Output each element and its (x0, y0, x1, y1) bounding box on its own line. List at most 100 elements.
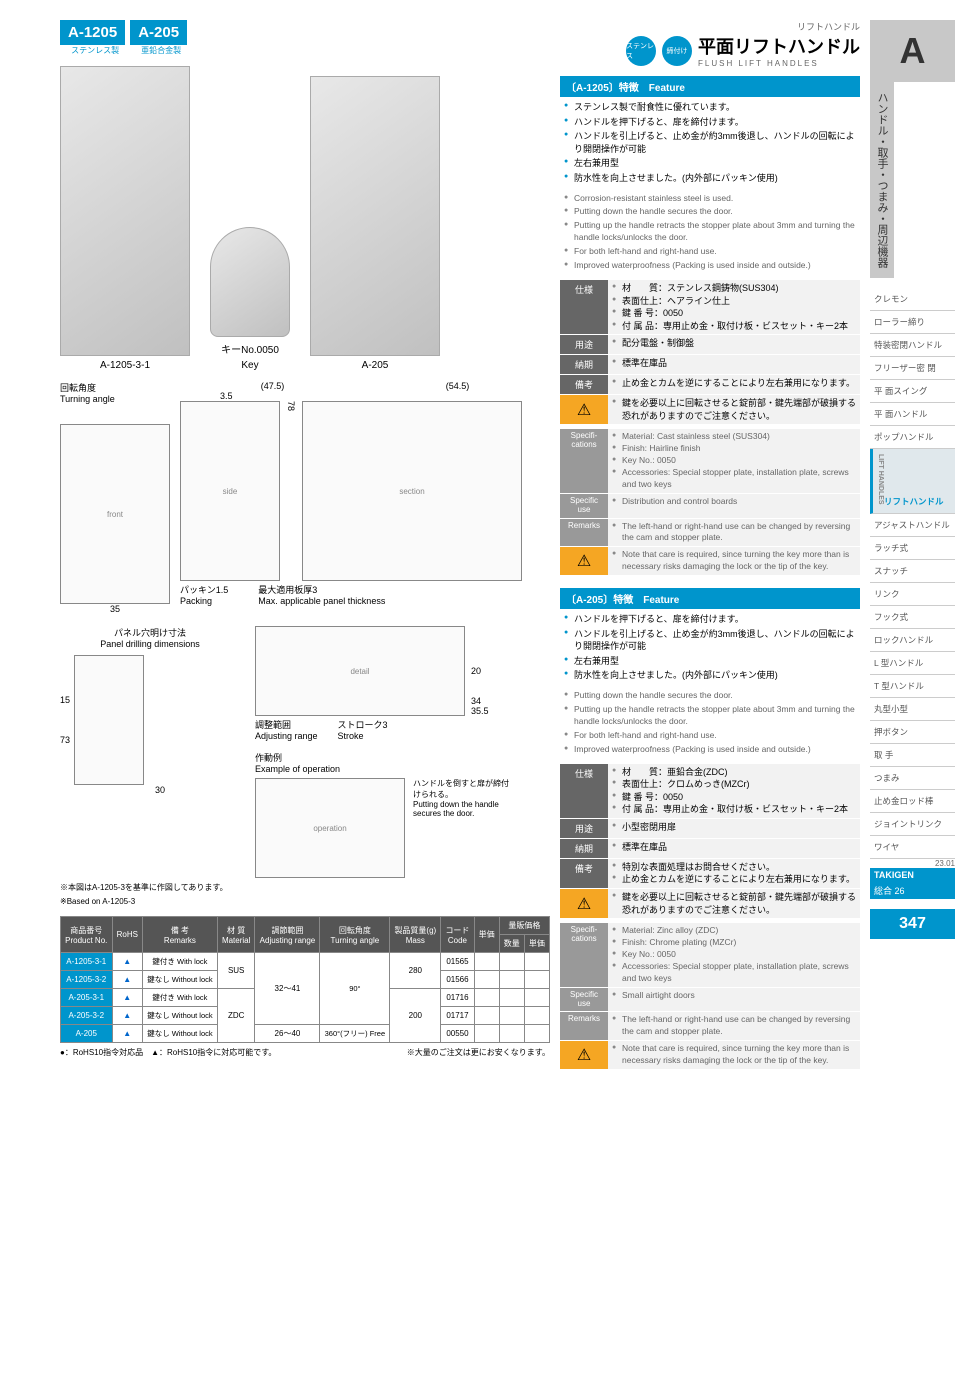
max-en: Max. applicable panel thickness (258, 596, 385, 606)
packing-en: Packing (180, 596, 228, 606)
sidebar-item[interactable]: つまみ (870, 767, 955, 790)
sidebar-item[interactable]: リンク (870, 583, 955, 606)
th-bulk: 量販価格 (499, 917, 549, 935)
a205-warn: 鍵を必要以上に回転させると錠前部・鍵先端部が破損する恐れがありますのでご注意くだ… (612, 891, 856, 916)
img-label-1: A-1205-3-1 (60, 360, 190, 371)
key-img (210, 227, 290, 337)
a1205-deliv-lbl: 納期 (560, 355, 608, 374)
th-matj: 材 質 (227, 926, 245, 935)
stroke-jp: ストローク3 (338, 720, 388, 730)
side-letter: A (870, 20, 955, 82)
op-en: Example of operation (255, 764, 550, 774)
sidebar-item[interactable]: 特装密閉ハンドル (870, 334, 955, 357)
sidebar-item[interactable]: フック式 (870, 606, 955, 629)
dim-35: 35 (60, 604, 170, 614)
a205-use-en: Small airtight doors (612, 990, 856, 1002)
turning-jp: 回転角度 (60, 381, 170, 394)
model-header: A-1205 ステンレス製 A-205 亜鉛合金製 (60, 20, 550, 56)
dim-34: 34 (471, 696, 489, 706)
a205-use: 小型密閉用扉 (612, 821, 856, 834)
th-codej: コード (445, 926, 469, 935)
footer-ver: 23.01 (870, 859, 955, 868)
op-note-en: Putting down the handle secures the door… (413, 800, 513, 818)
a1205-features-jp: ステンレス製で耐食性に優れています。ハンドルを押下げると、扉を締付けます。ハンド… (564, 101, 860, 185)
sidebar-item[interactable]: ラッチ式 (870, 537, 955, 560)
sidebar-item[interactable]: スナッチ (870, 560, 955, 583)
sidebar-item[interactable]: T 型ハンドル (870, 675, 955, 698)
a205-spec: 材 質：亜鉛合金(ZDC)表面仕上：クロムめっき(MZCr)鍵 番 号：0050… (608, 764, 860, 818)
sidebar-item[interactable]: 押ボタン (870, 721, 955, 744)
sidebar-item[interactable]: 平 面スイング (870, 380, 955, 403)
sidebar-item[interactable]: 丸型小型 (870, 698, 955, 721)
sidebar-item[interactable]: ローラー締り (870, 311, 955, 334)
warn-icon-4: ⚠ (560, 1041, 608, 1069)
footer-brand: TAKIGEN (870, 868, 955, 882)
th-price: 単価 (474, 917, 499, 953)
a1205-spec-lbl: 仕様 (560, 280, 608, 334)
a205-spec-lbl: 仕様 (560, 764, 608, 818)
table-foot1: ●：RoHS10指令対応品 ▲：RoHS10指令に対応可能です。 (60, 1047, 276, 1058)
a205-spec-lbl-en: Specifi- cations (560, 923, 608, 986)
side-category: ハンドル・取手・つまみ・周辺機器 (870, 82, 894, 278)
sidebar-item[interactable]: クレモン (870, 288, 955, 311)
dim-78: 78 (286, 401, 296, 581)
th-adjj: 調節範囲 (271, 926, 303, 935)
th-angj: 回転角度 (339, 926, 371, 935)
a1205-warn: 鍵を必要以上に回転させると錠前部・鍵先端部が破損する恐れがありますのでご注意くだ… (612, 397, 856, 422)
a1205-use-lbl: 用途 (560, 335, 608, 354)
a1205-warn-en: Note that care is required, since turnin… (612, 549, 856, 573)
a1205-note-lbl-en: Remarks (560, 519, 608, 547)
a1205-deliv: 標準在庫品 (612, 357, 856, 370)
sidebar-item[interactable]: ポップハンドル (870, 426, 955, 449)
key-label-jp: キーNo.0050 (210, 341, 290, 356)
th-mate: Material (222, 936, 250, 945)
a205-features-en: Putting down the handle secures the door… (564, 690, 860, 755)
a205-deliv-lbl: 納期 (560, 839, 608, 858)
base-jp: ※本図はA-1205-3を基準に作図してあります。 (60, 882, 550, 893)
sidebar-item[interactable]: ロックハンドル (870, 629, 955, 652)
th-pn-jp: 商品番号 (70, 926, 102, 935)
sidebar-item[interactable]: 止め金ロッド棒 (870, 790, 955, 813)
table-row: A-205▲鍵なし Without lock26～40360°(フリー) Fre… (61, 1025, 550, 1043)
title-en: FLUSH LIFT HANDLES (698, 59, 860, 68)
op-note-jp: ハンドルを倒すと扉が締付けられる。 (413, 778, 513, 800)
a205-hdr: 〔A-205〕特徴 Feature (560, 588, 860, 609)
th-ange: Turning angle (331, 936, 380, 945)
a205-use-lbl-en: Specific use (560, 988, 608, 1012)
sidebar-item[interactable]: 平 面ハンドル (870, 403, 955, 426)
a205-warn-en: Note that care is required, since turnin… (612, 1043, 856, 1067)
a205-note-lbl-en: Remarks (560, 1012, 608, 1040)
max-jp: 最大適用板厚3 (258, 583, 385, 596)
img-label-2: A-205 (310, 360, 440, 371)
sidebar-item[interactable]: ワイヤ (870, 836, 955, 859)
sidebar-item[interactable]: 取 手 (870, 744, 955, 767)
panel-jp: パネル穴明け寸法 (60, 626, 240, 639)
title-area: ステンレス 締付け 平面リフトハンドル FLUSH LIFT HANDLES (560, 33, 860, 68)
key-label-en: Key (210, 360, 290, 371)
dim-475: (47.5) (261, 381, 285, 391)
model-b-sub: 亜鉛合金製 (130, 45, 192, 56)
product-img-1 (60, 66, 190, 356)
model-b-code: A-205 (130, 20, 187, 45)
badge-stainless: ステンレス (626, 36, 656, 66)
sidebar-item[interactable]: アジャストハンドル (870, 514, 955, 537)
a1205-note-lbl: 備考 (560, 375, 608, 394)
sidebar-item[interactable]: ジョイントリンク (870, 813, 955, 836)
a1205-note: 止め金とカムを逆にすることにより左右兼用になります。 (612, 377, 856, 390)
table-row: A-1205-3-1▲鍵付き With lockSUS32～4190°28001… (61, 953, 550, 971)
a205-use-lbl: 用途 (560, 819, 608, 838)
product-img-2 (310, 76, 440, 356)
a205-deliv: 標準在庫品 (612, 841, 856, 854)
sidebar-item[interactable]: LIFT HANDLESリフトハンドル (870, 449, 955, 514)
sidebar-item[interactable]: L 型ハンドル (870, 652, 955, 675)
dim-20: 20 (471, 666, 489, 676)
sidebar-item[interactable]: フリーザー密 閉 (870, 357, 955, 380)
th-reme: Remarks (164, 936, 196, 945)
a1205-spec-en: Material: Cast stainless steel (SUS304)F… (608, 429, 860, 492)
table-foot2: ※大量のご注文は更にお安くなります。 (407, 1047, 550, 1058)
a205-note-en: The left-hand or right-hand use can be c… (612, 1014, 856, 1038)
a205-features-jp: ハンドルを押下げると、扉を締付けます。ハンドルを引上げると、止め金が約3mm後退… (564, 613, 860, 682)
th-bprice: 単価 (524, 935, 549, 953)
product-table: 商品番号Product No. RoHS 備 考Remarks 材 質Mater… (60, 916, 550, 1043)
a1205-use-en: Distribution and control boards (612, 496, 856, 508)
